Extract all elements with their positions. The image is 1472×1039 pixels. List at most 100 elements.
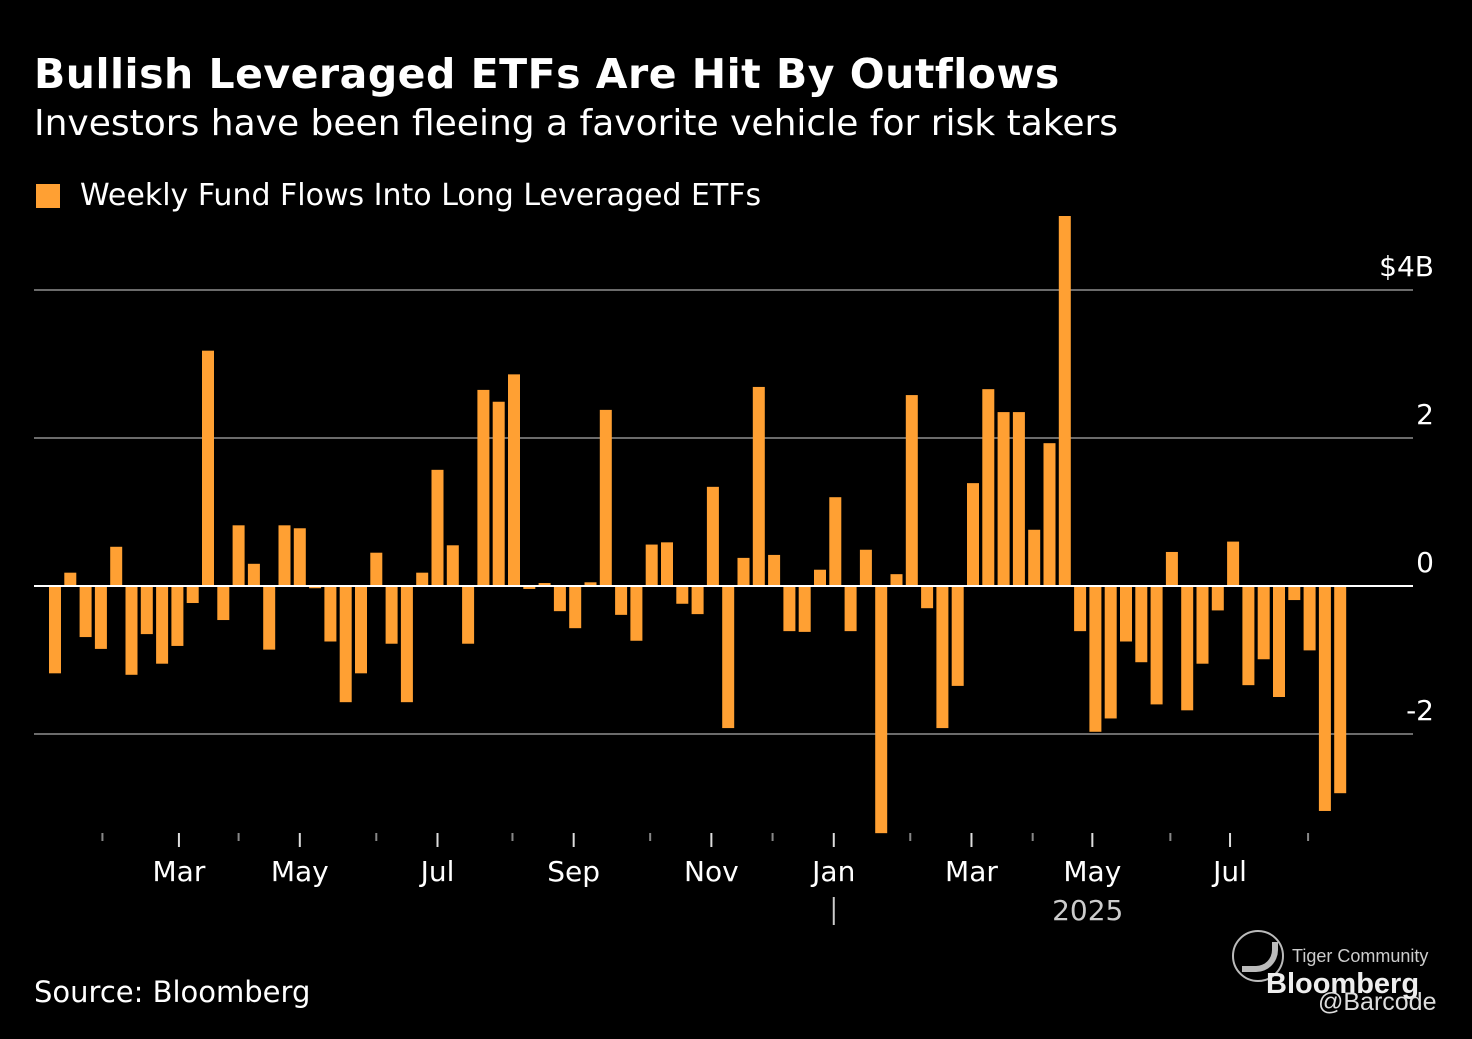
y-tick-label: $4B — [1379, 250, 1434, 283]
watermark-handle: @Barcode — [1318, 988, 1437, 1016]
bar — [110, 546, 123, 586]
bar — [890, 574, 903, 586]
bar — [140, 586, 153, 635]
bar — [951, 586, 964, 686]
bar — [584, 582, 597, 586]
bar — [1181, 586, 1194, 711]
bar — [599, 409, 612, 586]
bar — [64, 572, 77, 586]
bar — [814, 569, 826, 586]
bar — [844, 586, 857, 632]
source-note: Source: Bloomberg — [34, 975, 311, 1009]
bar — [905, 395, 918, 586]
bar — [752, 386, 765, 586]
bar — [94, 586, 107, 649]
x-tick-label: Mar — [153, 855, 206, 888]
bar — [492, 401, 505, 586]
bar — [1058, 216, 1071, 586]
watermark: Tiger Community Bloomberg @Barcode — [1232, 928, 1452, 1028]
bar — [400, 586, 413, 703]
bar — [829, 497, 842, 586]
bar — [385, 586, 398, 644]
bar — [1028, 529, 1041, 586]
bar — [523, 586, 536, 589]
bar — [217, 586, 230, 621]
bar — [79, 586, 92, 638]
gridlines — [34, 289, 1413, 735]
bar — [1211, 586, 1224, 611]
bar — [324, 586, 337, 642]
watermark-community: Tiger Community — [1292, 946, 1429, 966]
legend-label: Weekly Fund Flows Into Long Leveraged ET… — [80, 178, 762, 213]
x-tick-label: Jul — [419, 855, 455, 888]
bar — [691, 586, 704, 615]
bar — [171, 586, 184, 646]
bar — [1227, 541, 1240, 586]
bar — [615, 586, 628, 615]
legend: Weekly Fund Flows Into Long Leveraged ET… — [36, 178, 761, 213]
bar — [370, 552, 383, 586]
bar — [1257, 586, 1270, 660]
bar — [645, 544, 658, 586]
bar — [1150, 586, 1163, 705]
bar — [1273, 586, 1285, 697]
bar — [875, 586, 888, 834]
bar — [1135, 586, 1148, 663]
bar — [706, 486, 719, 586]
bar — [798, 586, 811, 632]
bar — [416, 572, 429, 586]
x-tick-label: Nov — [684, 855, 739, 888]
bar — [49, 586, 61, 674]
bar — [569, 586, 582, 629]
x-axis: Mar May Jul Sep Nov Jan Mar May Jul 2025 — [101, 833, 1310, 927]
bar — [247, 563, 260, 586]
bar — [446, 545, 459, 586]
bar — [156, 586, 169, 664]
bar — [1104, 586, 1117, 719]
bar — [263, 586, 276, 650]
bar — [309, 586, 322, 589]
y-tick-label: 2 — [1416, 398, 1434, 431]
bar — [202, 350, 214, 586]
bar — [1165, 551, 1178, 586]
tiger-logo-icon — [1232, 930, 1284, 982]
bar — [676, 586, 689, 604]
bar — [232, 525, 245, 586]
x-tick-label: Mar — [945, 855, 998, 888]
year-label: 2025 — [1052, 894, 1123, 927]
bar — [921, 586, 934, 609]
bar — [630, 586, 643, 641]
bar — [997, 412, 1010, 586]
bar — [538, 583, 551, 586]
bar — [1043, 443, 1056, 586]
y-axis: $4B 2 0 -2 — [1379, 250, 1434, 727]
bar — [462, 586, 475, 644]
bar — [125, 586, 138, 675]
bar — [293, 528, 306, 586]
bar — [936, 586, 949, 729]
bar — [508, 374, 520, 586]
bar — [1288, 586, 1301, 601]
bar — [722, 586, 735, 729]
bar — [1074, 586, 1087, 632]
legend-swatch — [36, 183, 60, 208]
bar — [186, 586, 199, 604]
bar — [1120, 586, 1132, 642]
x-tick-label: Sep — [547, 855, 600, 888]
bar — [431, 469, 444, 586]
y-tick-label: 0 — [1416, 546, 1434, 579]
bar — [661, 542, 673, 586]
bar — [339, 586, 352, 703]
x-tick-label: May — [271, 855, 329, 888]
bar — [477, 389, 490, 586]
bar — [737, 557, 750, 586]
x-tick-label: May — [1063, 855, 1121, 888]
bar — [783, 586, 796, 632]
bars — [49, 216, 1347, 834]
bar — [1242, 586, 1255, 686]
bar — [768, 554, 781, 586]
bar — [355, 586, 367, 674]
bar — [1196, 586, 1209, 664]
bar — [859, 549, 872, 586]
